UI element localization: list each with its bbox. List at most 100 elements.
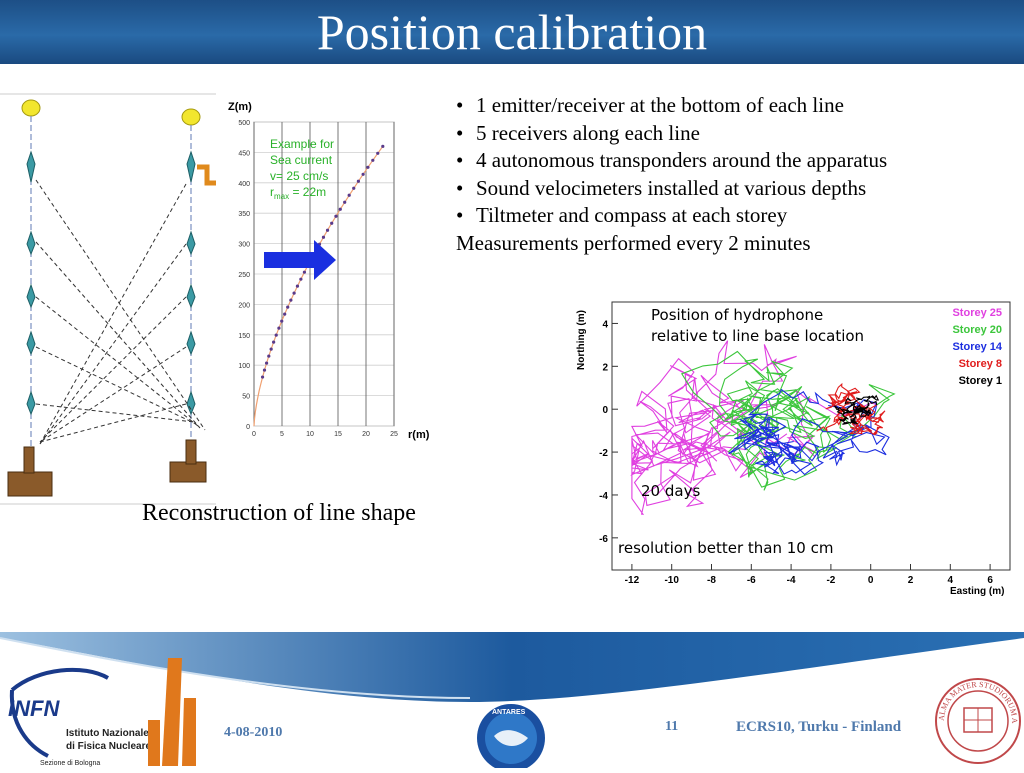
storey-point [321,235,326,239]
storey-point [334,214,338,218]
northing-tick-label: -2 [599,448,608,459]
bullet-item: 4 autonomous transponders around the app… [456,147,1016,175]
r-tick-label: 10 [306,431,314,438]
storey-point [325,228,330,232]
storey-point [280,319,284,323]
bullet-item: Tiltmeter and compass at each storey [456,202,1016,230]
footer-wave [0,632,1024,702]
easting-tick-label: 6 [987,575,993,586]
storey-legend-entry: Storey 20 [952,324,1002,336]
svg-text:Sezione di Bologna: Sezione di Bologna [40,760,100,767]
storey-legend-entry: Storey 1 [959,375,1002,387]
svg-text:ANTARES: ANTARES [492,709,526,716]
storey-legend-entry: Storey 14 [952,341,1002,353]
storey-point [283,312,287,316]
storey-point [302,270,307,274]
z-tick-label: 450 [238,150,250,157]
z-legend-line4: rmax = 22m [270,185,326,201]
easting-tick-label: -6 [747,575,756,586]
storey-point [347,193,351,197]
slide-title: Position calibration [316,4,708,60]
storey-point [289,298,293,302]
z-tick-label: 150 [238,333,250,340]
storey-point [277,326,281,330]
z-axis-label: Z(m) [228,101,252,113]
easting-tick-label: 0 [868,575,874,586]
z-legend-line2: Sea current [270,153,333,167]
easting-axis-label: Easting (m) [950,586,1004,597]
storey-point [286,305,290,309]
z-tick-label: 0 [246,424,250,431]
northing-tick-label: -6 [599,534,608,545]
plot-days-note: 20 days [641,482,701,500]
storey-point [262,368,267,372]
easting-tick-label: 2 [908,575,914,586]
northing-tick-label: 4 [602,319,608,330]
r-tick-label: 5 [280,431,284,438]
northing-tick-label: 0 [602,405,608,416]
z-tick-label: 500 [238,120,250,127]
northing-tick-label: -4 [599,491,608,502]
line-shape-plot: Z(m) r(m) 050100150200250300350400450500… [228,101,430,441]
storey-point [330,221,334,225]
storey-point [371,158,375,162]
easting-tick-label: 4 [948,575,954,586]
storey-point [361,172,365,176]
z-tick-label: 200 [238,302,250,309]
scatter-tracks [630,340,896,515]
r-axis-label: r(m) [408,429,430,441]
easting-tick-label: -4 [787,575,796,586]
storey-legend-entry: Storey 25 [952,307,1002,319]
easting-tick-label: -2 [826,575,835,586]
easting-tick-label: -12 [625,575,640,586]
footer-date: 4-08-2010 [224,725,283,740]
z-tick-label: 300 [238,242,250,249]
storey-point [269,347,273,351]
orange-bars-decoration [148,658,196,766]
bullet-list: 1 emitter/receiver at the bottom of each… [456,92,1016,257]
svg-text:di Fisica Nucleare: di Fisica Nucleare [66,741,151,752]
northing-tick-label: 2 [602,362,608,373]
r-tick-label: 25 [390,431,398,438]
plot-resolution-note: resolution better than 10 cm [618,539,834,557]
storey-point [338,207,342,211]
footer-page-number: 11 [665,719,679,734]
scatter-ticks: 4 2 0 -2 -4 -6 -12 -10 -8 -6 -4 -2 0 2 4 6 [599,319,993,586]
storey-point [356,179,361,183]
infn-logo: INFN Istituto Nazionale di Fisica Nuclea… [8,664,158,773]
hydrophone-position-plot: Northing (m) Easting (m) 4 2 0 -2 -4 -6 -12 -10… [576,301,1011,597]
svg-text:Istituto Nazionale: Istituto Nazionale [66,728,149,739]
r-tick-label: 0 [252,431,256,438]
storey-point [292,291,296,295]
storey-point [299,277,303,281]
storey-point [381,144,385,148]
antares-logo: ANTARES [477,704,545,768]
storey-point [264,361,269,365]
r-tick-label: 20 [362,431,370,438]
z-legend-line1: Example for [270,137,334,151]
bullet-item: 5 receivers along each line [456,120,1016,148]
bullet-item: Sound velocimeters installed at various … [456,175,1016,203]
storey-legend-entry: Storey 8 [959,358,1002,370]
bullet-item: 1 emitter/receiver at the bottom of each… [456,92,1016,120]
z-tick-label: 400 [238,181,250,188]
storey-track [816,382,886,436]
easting-tick-label: -10 [664,575,679,586]
storey-point [267,354,271,358]
scatter-legend: Storey 25 Storey 20 Storey 14 Storey 8 Store… [952,307,1002,387]
left-caption: Reconstruction of line shape [142,500,416,526]
footer-conference: ECRS10, Turku - Finland [736,719,902,735]
z-tick-label: 250 [238,272,250,279]
title-bar [0,0,1024,64]
storey-point [295,284,300,288]
storey-point [376,151,380,155]
z-plot-body: 0 50 100 150 200 250 300 350 400 450 500 0 5 10 15 20 25… [238,120,398,438]
storey-point [260,375,265,379]
infn-wordmark: INFN [8,696,60,721]
bullet-tail: Measurements performed every 2 minutes [456,230,811,255]
z-tick-label: 350 [238,211,250,218]
plot-note-line1: Position of hydrophone [651,306,824,324]
z-tick-label: 50 [242,394,250,401]
storey-point [366,165,370,169]
storey-track [728,388,890,476]
